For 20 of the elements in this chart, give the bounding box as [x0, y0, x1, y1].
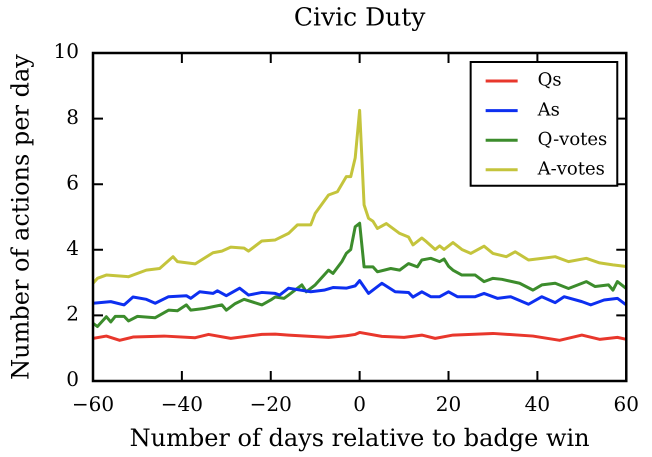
x-tick-label: 40 — [524, 392, 550, 416]
y-tick-label: 6 — [66, 170, 79, 194]
y-tick-label: 8 — [66, 104, 79, 129]
x-axis-title: Number of days relative to badge win — [130, 424, 590, 452]
x-tick-label: −60 — [72, 392, 114, 416]
x-tick-label: 60 — [614, 392, 639, 416]
x-tick-label: −40 — [160, 392, 203, 416]
legend-label: As — [536, 99, 560, 120]
x-tick-label: −20 — [250, 392, 292, 416]
x-tick-label: 20 — [436, 392, 462, 416]
x-tick-label: 0 — [353, 392, 366, 416]
y-tick-label: 4 — [66, 236, 79, 260]
legend-label: Q-votes — [538, 128, 608, 150]
y-tick-label: 10 — [54, 39, 79, 64]
y-tick-label: 0 — [66, 367, 79, 392]
y-axis-title: Number of actions per day — [6, 54, 35, 380]
legend-label: A-votes — [536, 158, 605, 180]
legend-label: Qs — [538, 70, 562, 91]
y-tick-label: 2 — [66, 302, 79, 326]
chart-title: Civic Duty — [294, 2, 426, 32]
